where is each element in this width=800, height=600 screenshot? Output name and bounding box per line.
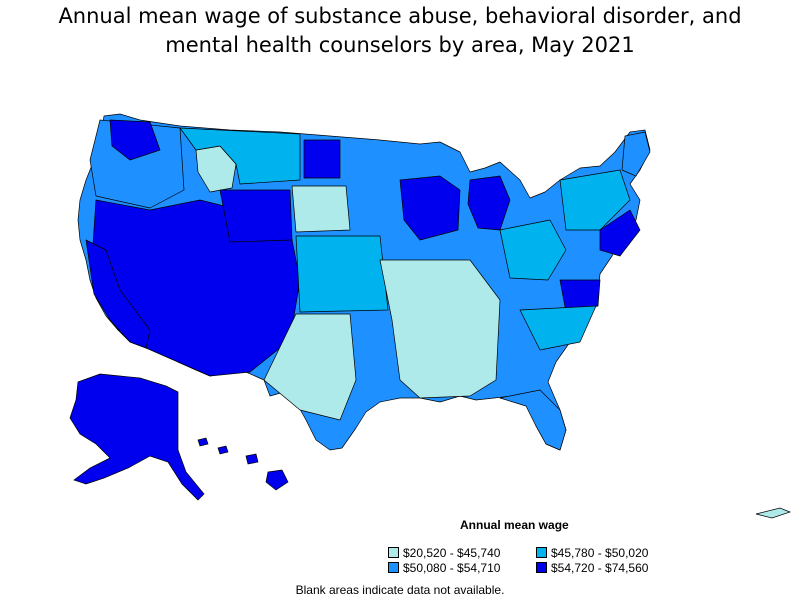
legend-title: Annual mean wage: [460, 518, 569, 532]
legend-label-midhigh: $50,080 - $54,710: [403, 561, 501, 575]
hawaii-oahu: [217, 445, 229, 455]
puerto-rico: [755, 507, 792, 519]
region-florida-midhigh: [499, 389, 567, 451]
region-virginia-high: [559, 279, 601, 313]
region-maine-midhigh: [621, 131, 651, 177]
region-wyoming-high: [219, 189, 293, 243]
hawaii-maui: [245, 453, 259, 465]
region-montana-midlow: [179, 127, 301, 185]
legend-item-high: $54,720 - $74,560: [536, 561, 648, 575]
hawaii: [197, 437, 289, 491]
map-title-line-2: mental health counselors by area, May 20…: [165, 33, 635, 57]
region-northeast-midlow: [559, 169, 631, 231]
map-title-line-1: Annual mean wage of substance abuse, beh…: [58, 4, 742, 28]
region-midwest-high: [399, 175, 461, 241]
region-plains-midlow: [295, 235, 389, 313]
region-washington-high: [109, 119, 161, 161]
legend-item-midhigh: $50,080 - $54,710: [388, 561, 500, 575]
region-carolinas-midlow: [519, 305, 597, 351]
legend-label-low: $20,520 - $45,740: [403, 546, 501, 560]
legend-item-midlow: $45,780 - $50,020: [536, 546, 648, 560]
legend-swatch-midlow: [536, 547, 547, 558]
region-south-low: [379, 259, 501, 399]
legend-swatch-high: [536, 562, 547, 573]
legend-item-low: $20,520 - $45,740: [388, 546, 500, 560]
region-dakotas-low: [291, 185, 351, 233]
data-availability-note: Blank areas indicate data not available.: [295, 583, 505, 597]
region-northeast-high: [599, 209, 641, 257]
region-northdakota-high: [303, 139, 341, 179]
alaska: [69, 373, 205, 501]
region-ohio-midlow: [499, 219, 567, 281]
contiguous-us: [77, 113, 651, 451]
region-texas-low: [263, 313, 357, 421]
map-title: Annual mean wage of substance abuse, beh…: [0, 2, 800, 60]
us-choropleth-map: [69, 113, 792, 519]
legend-label-midlow: $45,780 - $50,020: [551, 546, 649, 560]
hawaii-kauai: [197, 437, 209, 447]
legend-label-high: $54,720 - $74,560: [551, 561, 649, 575]
region-california-high: [85, 239, 151, 349]
legend-swatch-low: [388, 547, 399, 558]
hawaii-big-island: [265, 469, 289, 491]
legend-swatch-midhigh: [388, 562, 399, 573]
